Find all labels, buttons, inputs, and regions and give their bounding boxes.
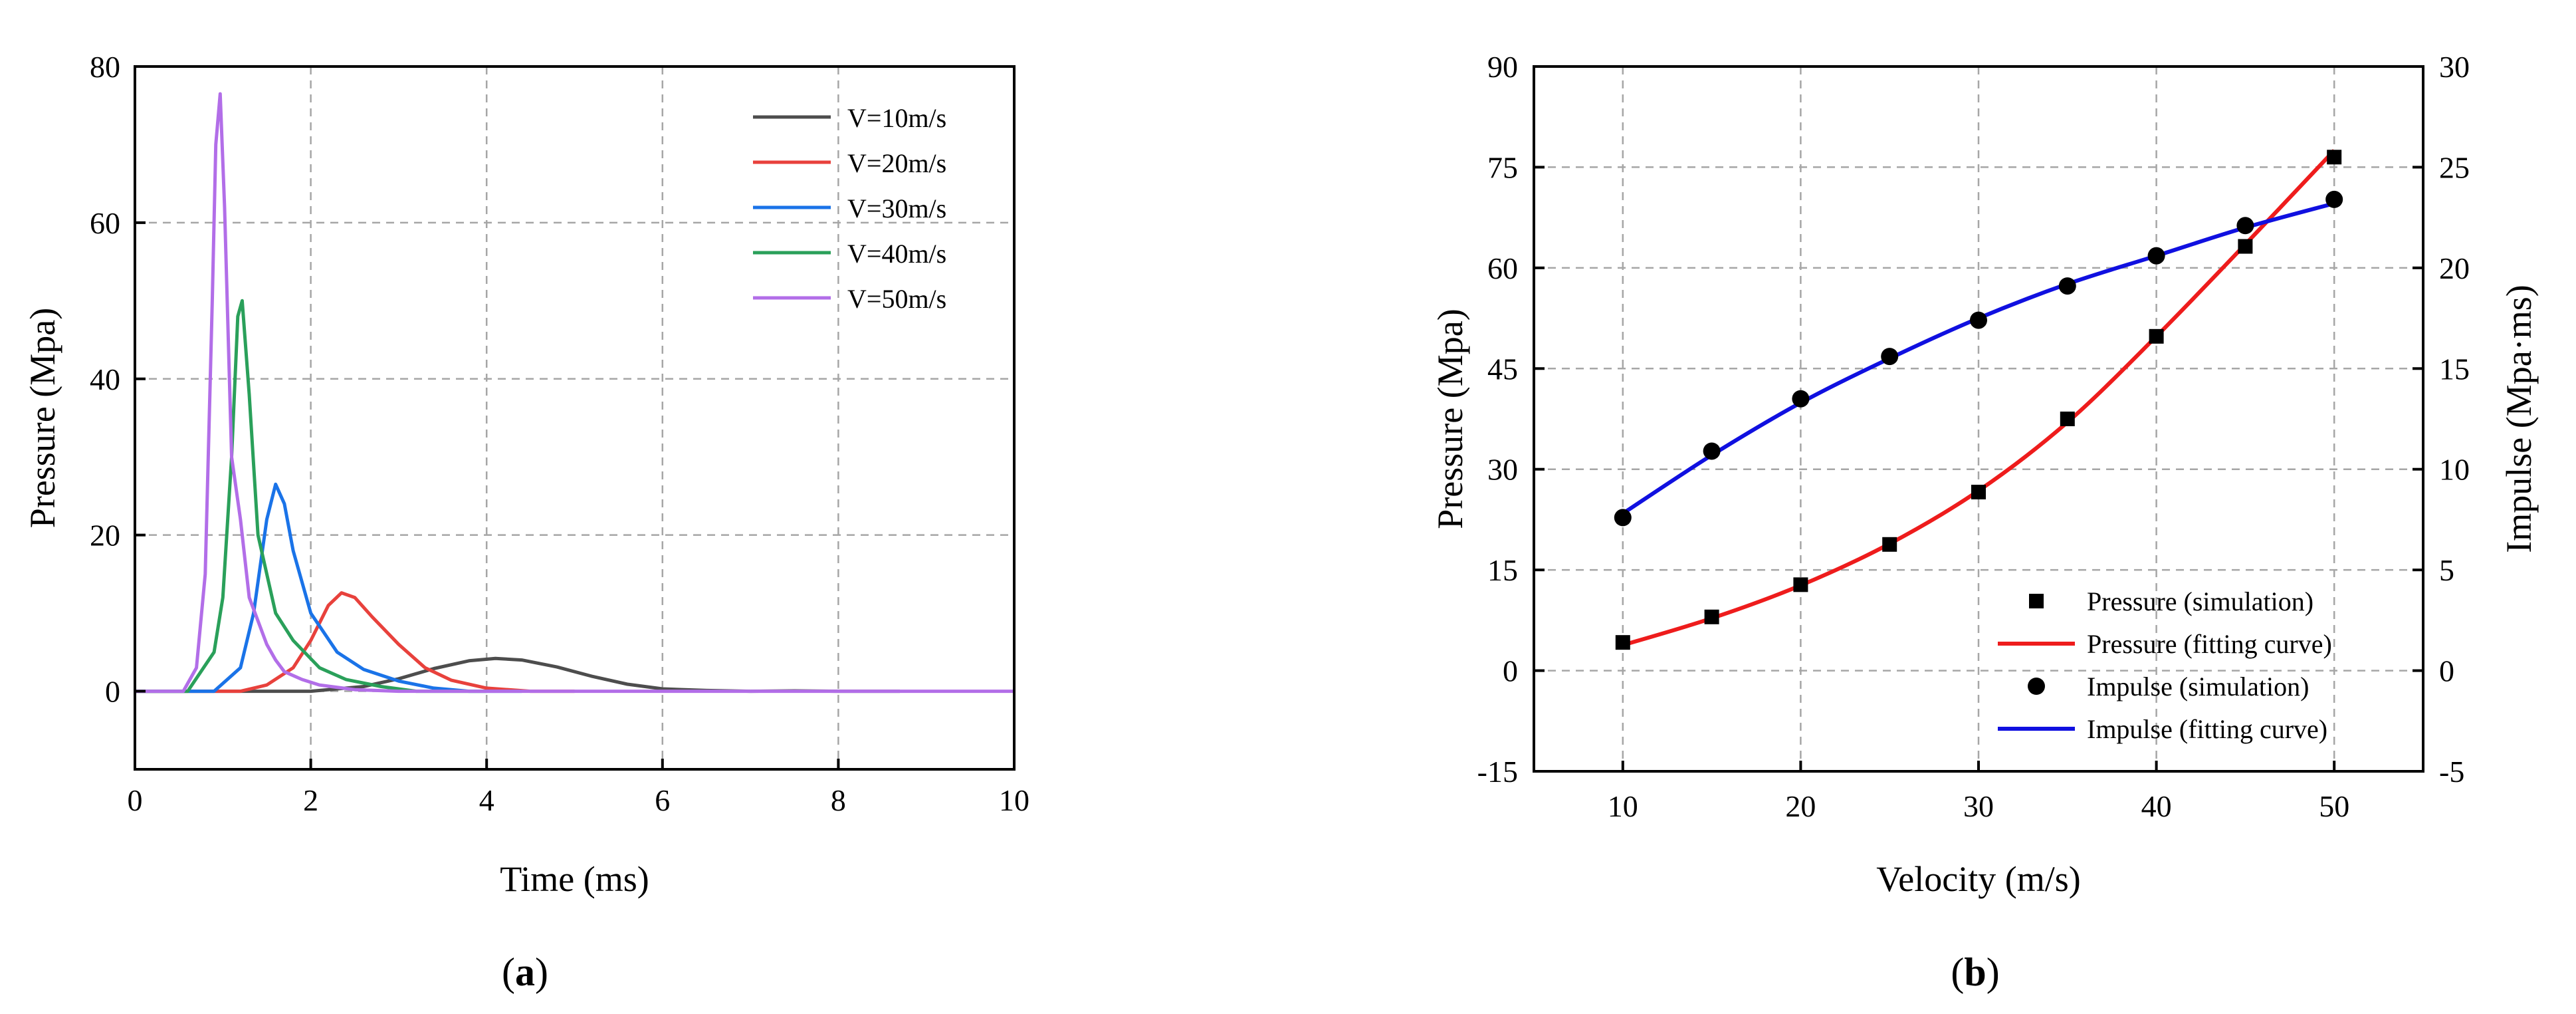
legend-label-1: Pressure (fitting curve) <box>2087 629 2332 659</box>
legend-label-0: Pressure (simulation) <box>2087 586 2313 616</box>
y-left-tick-label: 45 <box>1487 352 1518 386</box>
caption-paren-close: ) <box>535 950 548 994</box>
legend-label-3: V=40m/s <box>847 239 946 269</box>
pressure-sim-point <box>1971 485 1986 500</box>
series-line-0 <box>135 656 900 694</box>
pressure-sim-point <box>1793 577 1808 592</box>
fit-curve-1 <box>1622 149 2336 648</box>
caption-paren-close: ) <box>1986 950 2000 994</box>
y-right-axis-title: Impulse (Mpa·ms) <box>2499 285 2539 553</box>
panel-b-chart: 10 20 30 40 50 -15 0 15 30 45 60 75 90 -5 0 5 10 15 20 25 30… <box>1430 50 2539 994</box>
x-tick-label: 10 <box>999 783 1029 817</box>
y-left-tick-label: 15 <box>1487 553 1518 587</box>
x-tick-label: 6 <box>655 783 670 817</box>
y-tick-label: 0 <box>105 675 120 709</box>
x-tick-label: 50 <box>2319 789 2349 823</box>
series-line-1 <box>135 591 575 694</box>
y-left-axis-title: Pressure (Mpa) <box>1430 309 1470 529</box>
x-tick-label: 8 <box>831 783 846 817</box>
legend-label-1: V=20m/s <box>847 148 946 178</box>
legend-label-4: V=50m/s <box>847 284 946 314</box>
impulse-sim-point <box>2147 247 2165 265</box>
legend-swatch-2 <box>2028 678 2045 695</box>
x-tick-label: 20 <box>1785 789 1816 823</box>
x-axis-title: Velocity (m/s) <box>1876 859 2080 899</box>
x-tick-label: 2 <box>303 783 318 817</box>
y-right-tick-label: 30 <box>2439 50 2470 84</box>
impulse-sim-point <box>2058 277 2076 295</box>
y-left-tick-label: 90 <box>1487 50 1518 84</box>
y-right-tick-label: -5 <box>2439 755 2464 789</box>
pressure-sim-point <box>1704 609 1719 624</box>
legend-swatch-0 <box>2029 594 2044 608</box>
impulse-sim-point <box>2236 217 2254 235</box>
x-axis-title: Time (ms) <box>500 859 649 899</box>
impulse-sim-point <box>1703 442 1721 460</box>
caption-paren-open: ( <box>502 950 515 994</box>
caption-paren-open: ( <box>1951 950 1964 994</box>
y-axis-title: Pressure (Mpa) <box>23 308 62 528</box>
pressure-sim-point <box>2149 328 2164 344</box>
pressure-sim-point <box>1615 635 1630 650</box>
panel-a-caption: (a) <box>502 950 548 994</box>
series-line-4 <box>135 92 1014 694</box>
y-right-tick-label: 20 <box>2439 251 2470 285</box>
y-tick-label: 60 <box>90 206 120 240</box>
pressure-sim-point <box>2060 412 2075 426</box>
impulse-sim-point <box>1614 509 1632 527</box>
y-right-tick-label: 5 <box>2439 553 2454 587</box>
x-tick-label: 40 <box>2141 789 2172 823</box>
x-tick-label: 4 <box>479 783 494 817</box>
y-right-tick-label: 0 <box>2439 654 2454 688</box>
series-line-3 <box>135 299 487 694</box>
pressure-sim-point <box>1882 537 1897 552</box>
y-right-tick-label: 25 <box>2439 150 2470 184</box>
y-right-tick-label: 15 <box>2439 352 2470 386</box>
y-right-tick-label: 10 <box>2439 453 2470 487</box>
impulse-sim-point <box>1792 390 1810 408</box>
panel-b-caption: (b) <box>1951 950 1999 994</box>
legend-label-3: Impulse (fitting curve) <box>2087 714 2327 744</box>
pressure-sim-point <box>2238 239 2253 254</box>
y-tick-label: 80 <box>90 50 120 84</box>
y-left-tick-label: -15 <box>1477 755 1518 789</box>
impulse-sim-point <box>2325 190 2343 208</box>
y-tick-label: 20 <box>90 519 120 553</box>
legend-label-0: V=10m/s <box>847 103 946 133</box>
caption-letter: a <box>515 950 535 994</box>
plot-frame <box>134 65 1016 771</box>
panel-a-chart: 0 2 4 6 8 10 0 20 40 60 80 Time (ms) Pressure (Mpa) V… <box>23 50 1029 994</box>
x-tick-label: 10 <box>1608 789 1638 823</box>
pressure-sim-point <box>2327 150 2342 165</box>
legend-label-2: V=30m/s <box>847 193 946 223</box>
caption-letter: b <box>1964 950 1986 994</box>
impulse-sim-point <box>1881 348 1899 366</box>
impulse-sim-point <box>1970 311 1987 329</box>
y-left-tick-label: 0 <box>1503 654 1518 688</box>
y-tick-label: 40 <box>90 362 120 396</box>
series-line-2 <box>135 482 522 694</box>
y-left-tick-label: 75 <box>1487 150 1518 184</box>
y-left-tick-label: 30 <box>1487 453 1518 487</box>
x-tick-label: 30 <box>1963 789 1994 823</box>
legend-label-2: Impulse (simulation) <box>2087 672 2309 701</box>
y-left-tick-label: 60 <box>1487 251 1518 285</box>
x-tick-label: 0 <box>128 783 143 817</box>
